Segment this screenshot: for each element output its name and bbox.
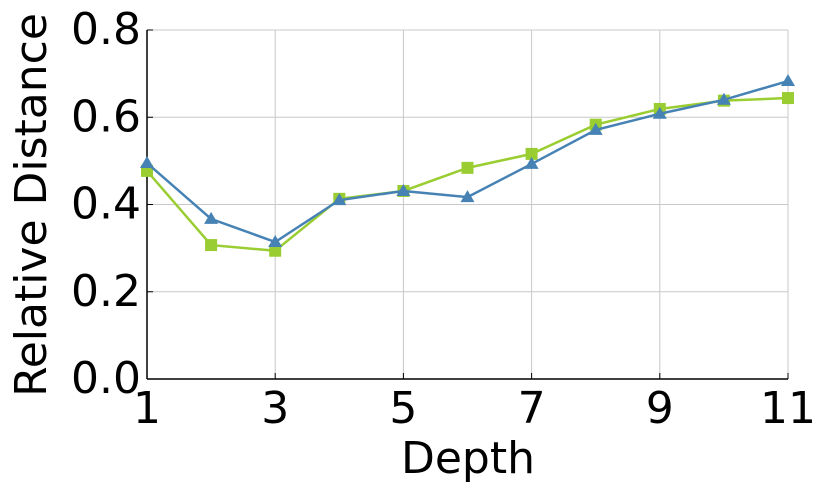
marker: [140, 156, 154, 169]
marker: [525, 147, 538, 160]
series-line: [146, 96, 789, 253]
marker: [268, 235, 283, 248]
marker: [205, 239, 218, 252]
y-tick-label: 0.4: [71, 179, 141, 230]
marker: [461, 161, 474, 174]
marker: [332, 193, 347, 206]
marker: [396, 183, 411, 196]
y-tick-label: 0.0: [71, 353, 141, 404]
marker: [588, 122, 603, 135]
marker: [524, 156, 539, 169]
x-tick-label: 7: [518, 383, 546, 434]
y-tick-label: 0.2: [71, 266, 141, 317]
y-tick-label: 0.6: [71, 91, 141, 142]
marker: [269, 244, 282, 257]
marker: [204, 211, 219, 224]
marker: [652, 106, 667, 119]
marker: [782, 92, 794, 105]
x-tick-label: 11: [760, 383, 816, 434]
x-tick-label: 3: [261, 383, 289, 434]
x-tick-label: 1: [133, 383, 161, 434]
marker: [781, 74, 795, 87]
marker: [716, 92, 731, 105]
marker: [460, 190, 475, 203]
x-tick-label: 9: [646, 383, 674, 434]
x-tick-label: 5: [389, 383, 417, 434]
y-axis-label: Relative Distance: [6, 13, 57, 397]
y-tick-label: 0.8: [71, 4, 141, 55]
x-axis-label: Depth: [401, 433, 535, 484]
